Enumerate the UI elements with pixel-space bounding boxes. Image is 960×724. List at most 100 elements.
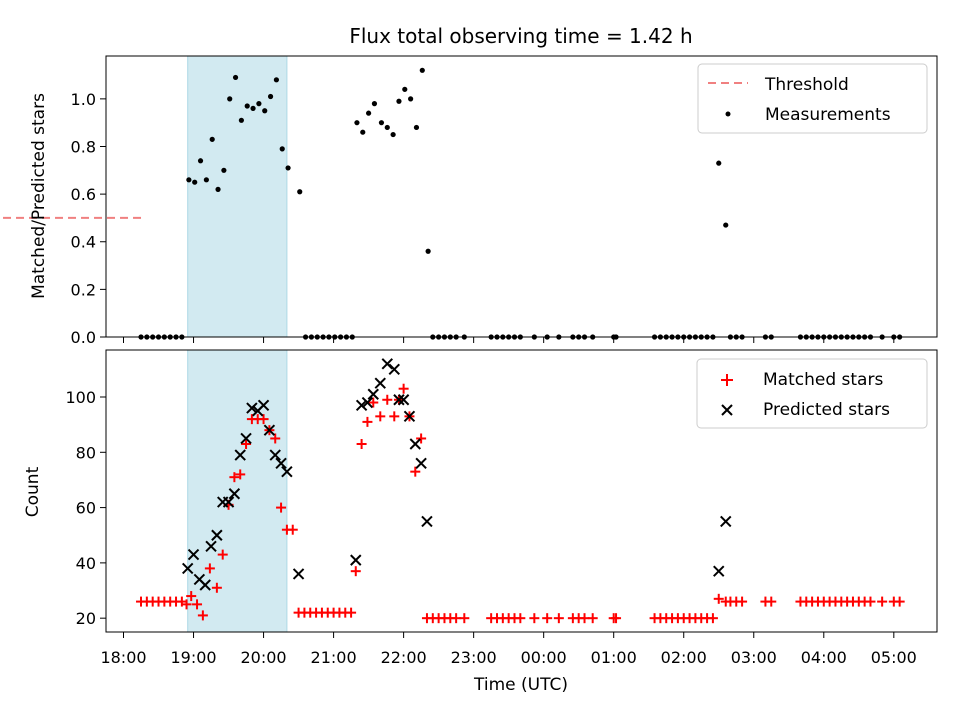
predicted-cross-b — [199, 579, 211, 591]
matched-star-point — [398, 383, 409, 394]
predicted-star-point — [222, 496, 235, 508]
chart-title: Flux total observing time = 1.42 h — [349, 24, 692, 48]
predicted-cross-b — [211, 529, 223, 541]
matched-star-point — [529, 613, 540, 624]
predicted-cross-b — [713, 565, 725, 577]
bottom-legend-box — [696, 358, 928, 429]
matched-star-point — [356, 439, 367, 449]
matched-star-point — [894, 596, 905, 607]
top-panel: 0.0 0.2 0.4 0.6 0.8 1.0 Matched/Predicted sta… — [0, 55, 938, 347]
highlight-span — [187, 55, 288, 338]
matched-star-point — [350, 566, 361, 577]
measurement-point — [209, 136, 215, 142]
measurement-point — [716, 160, 722, 166]
predicted-star-point — [374, 377, 386, 389]
predicted-star-point — [393, 394, 405, 406]
predicted-cross-b — [367, 388, 379, 400]
measurement-point — [354, 120, 360, 126]
matched-star-point — [287, 524, 298, 535]
top-y-tick-label: 1.0 — [71, 90, 96, 109]
predicted-star-point — [228, 488, 241, 500]
measurement-point — [723, 222, 729, 228]
matched-star-point — [276, 502, 287, 513]
predicted-star-point — [367, 388, 379, 400]
bottom-y-tick-label: 60 — [76, 499, 96, 518]
bottom-panel: 20 40 60 80 100 18:00 19:00 20:00 21:00 22:00 23:… — [23, 349, 938, 695]
predicted-star-point — [381, 358, 393, 370]
predicted-star-point — [211, 529, 223, 541]
top-y-tick-label: 0.8 — [71, 137, 96, 156]
measurement-point — [262, 108, 268, 114]
matched-star-point — [197, 610, 208, 621]
measurement-point — [197, 158, 204, 164]
predicted-cross-b — [403, 410, 416, 423]
x-tick-label: 23:00 — [451, 648, 497, 667]
predicted-cross-b — [720, 515, 732, 528]
legend-matched-label: Matched stars — [763, 370, 883, 390]
measurement-point — [371, 101, 378, 107]
predicted-star-point — [205, 540, 217, 553]
bottom-axes-frame — [105, 349, 938, 633]
measurement-point — [425, 248, 431, 254]
measurement-point — [186, 177, 192, 183]
predicted-cross-b — [257, 399, 270, 412]
matched-star-point — [459, 613, 470, 624]
x-tick-label: 00:00 — [521, 648, 567, 667]
matched-star-point — [368, 397, 379, 408]
measurement-point — [279, 146, 285, 152]
measurement-point — [390, 131, 396, 138]
measurement-point — [221, 167, 227, 173]
predicted-star-point — [269, 449, 281, 461]
predicted-cross-b — [222, 496, 235, 508]
predicted-cross-b — [246, 402, 258, 414]
matched-star-point — [611, 613, 622, 624]
predicted-star-point — [181, 562, 194, 575]
matched-star-point — [270, 433, 281, 444]
bottom-y-tick-label: 100 — [65, 388, 96, 407]
predicted-cross-b — [350, 554, 362, 566]
matched-star-point — [877, 596, 888, 607]
matched-star-point — [217, 549, 228, 560]
predicted-star-point — [199, 579, 211, 591]
top-axes-frame — [105, 55, 938, 338]
bottom-y-tick-label: 80 — [76, 443, 96, 462]
predicted-cross-b — [355, 399, 368, 412]
measurement-point — [378, 120, 385, 126]
predicted-star-point — [257, 399, 270, 412]
matched-star-point — [553, 613, 564, 624]
measurement-point — [215, 186, 221, 192]
legend-predicted-label: Predicted stars — [763, 400, 890, 420]
matched-star-point — [416, 433, 427, 444]
predicted-star-point — [275, 457, 287, 470]
predicted-cross-b — [381, 358, 393, 370]
matched-star-point — [181, 599, 192, 610]
predicted-cross-b — [281, 465, 293, 478]
matched-star-point — [382, 394, 393, 405]
predicted-star-point — [409, 438, 421, 450]
matched-star-point — [865, 596, 876, 607]
matched-star-point — [346, 607, 357, 618]
predicted-cross-b — [263, 424, 276, 436]
predicted-cross-b — [269, 449, 281, 461]
predicted-star-point — [187, 548, 200, 561]
bottom-legend: Matched stars Predicted stars — [696, 358, 928, 429]
measurement-point — [192, 179, 198, 185]
predicted-star-point — [403, 410, 416, 423]
matched-star-point — [192, 599, 203, 610]
legend-measurements-label: Measurements — [765, 105, 891, 125]
measurement-point — [238, 117, 244, 123]
predicted-star-point — [720, 515, 732, 528]
legend-predicted-swatch — [721, 404, 733, 416]
predicted-star-point — [388, 363, 400, 376]
predicted-star-point — [421, 515, 433, 528]
measurement-point — [360, 129, 366, 135]
predicted-star-point — [415, 457, 427, 470]
measurement-point — [366, 110, 372, 116]
measurement-point — [408, 96, 414, 102]
measurement-point — [203, 177, 209, 183]
predicted-star-point — [240, 432, 252, 445]
predicted-cross-b — [397, 394, 410, 406]
predicted-cross-b — [393, 394, 405, 406]
predicted-cross-b — [361, 396, 374, 409]
